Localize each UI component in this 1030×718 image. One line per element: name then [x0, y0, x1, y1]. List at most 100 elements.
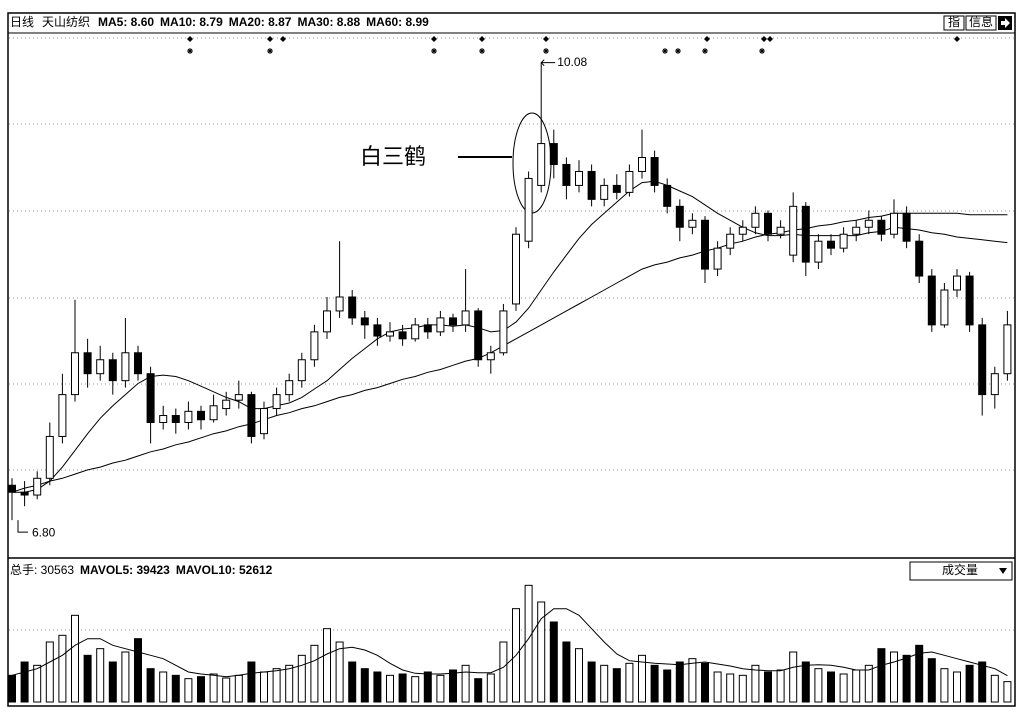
candle-body: [96, 359, 105, 375]
candle-body: [776, 226, 785, 235]
candle-body: [713, 247, 722, 270]
candle-body: [411, 324, 420, 340]
volume-bar: [360, 668, 369, 703]
candle-body: [675, 205, 684, 228]
candle-body: [638, 157, 646, 172]
volume-bar: [562, 641, 571, 703]
moving-average-line: [11, 608, 1008, 678]
volume-bar: [436, 674, 445, 703]
candle-body: [8, 484, 16, 493]
volume-bar: [83, 654, 92, 703]
annotation-label: 10.08: [557, 55, 587, 69]
volume-bar: [247, 661, 256, 703]
volume-bar: [738, 674, 747, 703]
candle-body: [134, 352, 142, 375]
button-label[interactable]: 指: [948, 14, 960, 29]
ma-indicator: MA60: 8.99: [366, 15, 429, 29]
ma-indicator: MA10: 8.79: [160, 15, 223, 29]
volume-bar: [108, 661, 117, 703]
volume-bar: [285, 664, 294, 703]
candle-body: [234, 394, 243, 401]
candle-body: [663, 184, 672, 207]
candle-body: [197, 410, 205, 421]
candle-body: [45, 435, 54, 479]
button[interactable]: [965, 15, 997, 31]
candle-body: [801, 205, 810, 263]
volume-bar: [171, 674, 180, 703]
volume-bar: [184, 678, 193, 703]
candle-body: [373, 324, 382, 337]
candle-body: [33, 477, 42, 496]
select-label[interactable]: 成交量: [942, 562, 978, 577]
button-label[interactable]: 信息: [969, 14, 993, 29]
volume-bar: [96, 648, 105, 703]
volume-bar: [663, 669, 672, 703]
candle-body: [121, 352, 130, 382]
volume-bar: [323, 628, 331, 703]
candle-body: [940, 289, 949, 326]
candle-body: [209, 405, 218, 421]
volume-bar: [209, 673, 218, 703]
volume-bar: [373, 671, 382, 703]
volume-indicator: 总手: 30563: [10, 563, 74, 577]
candle-body: [701, 219, 709, 270]
candle-body: [600, 184, 609, 200]
volume-bar: [549, 621, 558, 703]
signal-diamond: [704, 36, 710, 42]
volume-bar: [398, 673, 407, 703]
volume-bar: [915, 644, 924, 703]
volume-bar: [789, 651, 798, 703]
candle-body: [285, 380, 294, 396]
candle-body: [915, 240, 924, 277]
candle-body: [474, 310, 483, 361]
candle-body: [688, 219, 697, 228]
signal-diamond: [267, 36, 273, 42]
volume-bar: [335, 641, 344, 703]
volume-bar: [71, 614, 79, 703]
volume-bar: [877, 648, 886, 703]
volume-bar: [297, 654, 306, 703]
volume-bar: [688, 658, 697, 703]
volume-bar: [146, 668, 155, 703]
volume-bar: [45, 641, 54, 703]
candle-body: [612, 184, 621, 193]
volume-bar: [839, 673, 848, 703]
volume-bar: [600, 664, 609, 703]
volume-bar: [751, 664, 760, 703]
candle-body: [423, 324, 432, 333]
candle-body: [512, 233, 520, 305]
candle-body: [839, 233, 848, 249]
volume-bar: [625, 662, 634, 703]
volume-bar: [953, 671, 961, 703]
stock-name: 天山纺织: [42, 15, 90, 29]
indicator-select[interactable]: [909, 561, 1013, 581]
volume-bar: [612, 668, 621, 703]
candle-body: [323, 310, 331, 333]
candle-body: [71, 352, 79, 396]
signal-star: [759, 48, 765, 54]
volume-bar: [575, 648, 583, 703]
candle-body: [864, 219, 873, 228]
signal-star: [543, 48, 549, 54]
candle-body: [990, 373, 999, 396]
candle-body: [814, 240, 823, 263]
volume-bar: [423, 671, 432, 703]
signal-diamond: [479, 36, 485, 42]
volume-bar: [386, 674, 394, 703]
candle-body: [184, 410, 193, 424]
volume-bar: [902, 654, 911, 703]
signal-diamond: [761, 36, 767, 42]
volume-bar: [587, 661, 596, 703]
candle-body: [764, 212, 772, 235]
candle-body: [953, 275, 961, 291]
volume-bar: [499, 641, 508, 703]
candle-body: [348, 296, 357, 319]
pattern-label: 白三鹤: [360, 145, 426, 170]
candle-body: [108, 359, 117, 382]
candle-body: [965, 275, 974, 326]
button[interactable]: [943, 15, 965, 31]
candle-body: [386, 331, 394, 337]
volume-bar: [675, 661, 684, 703]
signal-diamond: [543, 36, 549, 42]
